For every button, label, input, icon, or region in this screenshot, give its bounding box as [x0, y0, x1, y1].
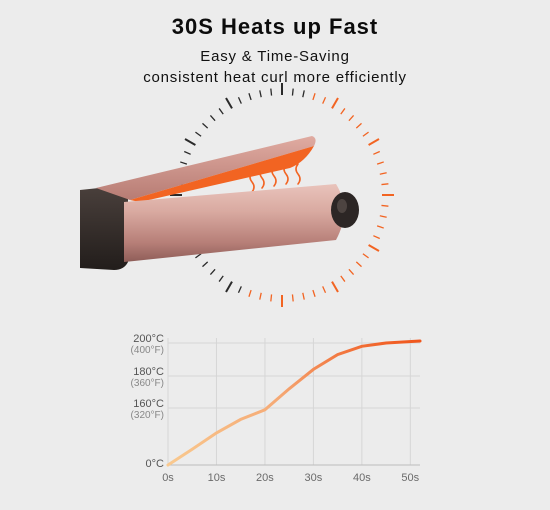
dial-tick: [331, 97, 339, 109]
dial-tick: [209, 268, 216, 275]
dial-tick: [322, 96, 327, 104]
dial-tick: [322, 286, 327, 294]
dial-tick: [340, 275, 346, 282]
dial-tick: [302, 90, 305, 98]
dial-tick: [355, 261, 362, 268]
dial-tick: [355, 122, 362, 129]
dial-tick: [202, 122, 209, 129]
dial-tick: [373, 235, 381, 240]
dial-tick: [209, 115, 216, 122]
dial-tick: [195, 253, 202, 259]
heat-chart: [166, 338, 422, 467]
dial-tick: [379, 172, 387, 175]
dial-tick: [348, 268, 355, 275]
y-tick-label: 180°C (360°F): [130, 366, 164, 390]
dial-tick: [312, 289, 316, 297]
dial-tick: [248, 93, 252, 101]
dial-tick: [270, 294, 273, 302]
dial-tick: [225, 281, 233, 293]
dial-tick: [376, 161, 384, 165]
dial-tick: [291, 294, 294, 302]
x-tick-label: 40s: [352, 472, 371, 484]
dial-tick: [218, 275, 224, 282]
x-tick-label: 0s: [162, 472, 174, 484]
dial-tick: [376, 225, 384, 229]
subtitle-easy: Easy & Time-Saving: [200, 48, 350, 65]
clamp: [96, 136, 316, 200]
dial-tick: [195, 131, 202, 137]
dial-tick: [270, 88, 273, 96]
subtitle-consistent: consistent heat curl more efficiently: [143, 69, 407, 86]
dial-tick: [291, 88, 294, 96]
dial-tick: [368, 138, 380, 146]
dial-tick: [362, 131, 369, 137]
heat-waves-icon: [249, 163, 301, 193]
dial-tick: [312, 93, 316, 101]
handle: [80, 186, 128, 270]
dial-tick: [348, 115, 355, 122]
dial-tick: [225, 97, 233, 109]
dial-tick: [381, 183, 389, 186]
dial-tick: [381, 204, 389, 207]
dial-tick: [259, 90, 262, 98]
temperature-curve: [166, 339, 422, 467]
dial-tick: [259, 292, 262, 300]
x-tick-label: 20s: [256, 472, 274, 484]
barrel-tip-highlight: [337, 199, 347, 213]
dial-tick: [180, 161, 188, 165]
y-tick-label: 200°C (400°F): [130, 333, 164, 357]
dial-tick: [302, 292, 305, 300]
page-title: 30S Heats up Fast: [171, 14, 379, 39]
dial-tick: [379, 215, 387, 218]
barrel: [124, 184, 344, 262]
x-tick-label: 10s: [207, 472, 226, 484]
dial-tick: [362, 253, 369, 259]
dial-tick: [368, 244, 380, 252]
dial-tick: [340, 108, 346, 115]
dial-tick: [331, 281, 339, 293]
clamp-heated-edge: [130, 146, 314, 202]
x-tick-label: 50s: [401, 472, 420, 484]
y-tick-label: 160°C (320°F): [130, 398, 164, 422]
dial-tick: [202, 261, 209, 268]
dial-tick: [248, 289, 252, 297]
dial-tick: [373, 150, 381, 155]
dial-tick: [237, 96, 242, 104]
x-tick-label: 30s: [304, 472, 323, 484]
dial-tick: [183, 150, 191, 155]
y-tick-label: 0°C: [145, 458, 164, 470]
dial-tick: [184, 138, 196, 146]
dial-tick: [218, 108, 224, 115]
dial-tick: [237, 286, 242, 294]
